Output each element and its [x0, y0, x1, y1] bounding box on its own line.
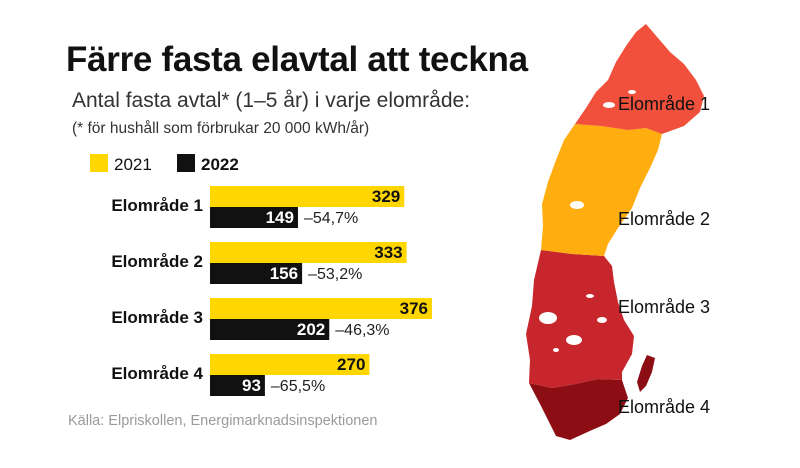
- bars: Elområde 1 329 149 –54,7% Elområde 2 333 156 –5…: [111, 186, 432, 396]
- map-region-1: [575, 24, 704, 134]
- map-label-2: Elområde 2: [618, 209, 710, 229]
- value-label-2021: 270: [337, 355, 365, 374]
- bar-2022: [210, 207, 298, 228]
- bar-2021: [210, 242, 407, 263]
- category-label: Elområde 1: [111, 196, 203, 215]
- sweden-map: Elområde 1 Elområde 2 Elområde 3 Elområde 4: [526, 24, 710, 440]
- map-gotland: [637, 355, 655, 392]
- map-region-3: [526, 250, 634, 388]
- source-note: Källa: Elpriskollen, Energimarknadsinspe…: [68, 413, 378, 429]
- value-label-2022: 149: [266, 208, 294, 227]
- change-label: –65,5%: [271, 378, 325, 395]
- legend-label-2022: 2022: [201, 155, 239, 174]
- chart-subtitle: Antal fasta avtal* (1–5 år) i varje elom…: [72, 89, 471, 112]
- category-label: Elområde 3: [111, 308, 203, 327]
- value-label-2022: 93: [242, 376, 261, 395]
- legend: 2021 2022: [90, 154, 239, 174]
- value-label-2022: 156: [270, 264, 298, 283]
- value-label-2022: 202: [297, 320, 325, 339]
- bar-2022: [210, 263, 303, 284]
- change-label: –53,2%: [308, 266, 362, 283]
- map-region-2: [541, 124, 662, 256]
- change-label: –46,3%: [335, 322, 389, 339]
- legend-swatch-2022: [177, 154, 195, 172]
- legend-label-2021: 2021: [114, 155, 152, 174]
- bar-2022: [210, 375, 265, 396]
- value-label-2021: 333: [374, 243, 402, 262]
- chart-title: Färre fasta elavtal att teckna: [66, 40, 528, 79]
- map-label-4: Elområde 4: [618, 397, 710, 417]
- bar-2021: [210, 186, 405, 207]
- legend-swatch-2021: [90, 154, 108, 172]
- value-label-2021: 376: [400, 299, 428, 318]
- value-label-2021: 329: [372, 187, 400, 206]
- map-label-1: Elområde 1: [618, 94, 710, 114]
- change-label: –54,7%: [304, 210, 358, 227]
- map-region-4: [529, 379, 628, 440]
- bar-2021: [210, 298, 432, 319]
- bar-2021: [210, 354, 370, 375]
- map-labels: Elområde 1 Elområde 2 Elområde 3 Elområde 4: [618, 94, 710, 417]
- category-label: Elområde 2: [111, 252, 203, 271]
- map-label-3: Elområde 3: [618, 297, 710, 317]
- map-lakes: [539, 90, 636, 352]
- chart-footnote: (* för hushåll som förbrukar 20 000 kWh/…: [72, 120, 370, 137]
- category-label: Elområde 4: [111, 364, 203, 383]
- bar-2022: [210, 319, 330, 340]
